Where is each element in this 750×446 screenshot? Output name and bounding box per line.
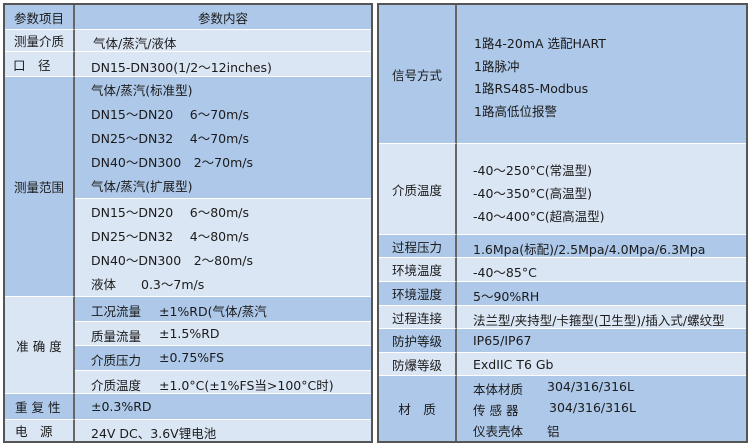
material-label: 材 质 bbox=[379, 376, 457, 441]
range-label: 测量范围 bbox=[5, 77, 75, 297]
ambient-temp-label: 环境温度 bbox=[379, 258, 457, 282]
ambient-temp-value: -40～85°C bbox=[473, 265, 537, 280]
accuracy-row-value: ±1%RD(气体/蒸汽 bbox=[159, 304, 267, 319]
medium-temp-line: -40～400°C(超高温型) bbox=[473, 209, 605, 224]
range-line: DN40～DN300 2～70m/s bbox=[91, 155, 253, 170]
accuracy-row: 工况流量 ±1%RD(气体/蒸汽 bbox=[75, 297, 371, 322]
range-line: DN15～DN20 6～70m/s bbox=[91, 107, 249, 122]
header-item-label: 参数项目 bbox=[13, 10, 64, 26]
material-row-name: 仪表壳体 bbox=[473, 424, 524, 439]
repeatability-label-text: 重 复 性 bbox=[15, 400, 61, 415]
signal-line: 1路4-20mA 选配HART bbox=[474, 36, 606, 51]
explosion-label: 防爆等级 bbox=[379, 353, 457, 376]
repeatability-value: ±0.3%RD bbox=[91, 399, 152, 414]
protection-label: 防护等级 bbox=[379, 329, 457, 353]
diameter-label: 口 径 bbox=[5, 52, 75, 77]
accuracy-row: 介质温度 ±1.0°C(±1%FS当>100°C时) bbox=[75, 371, 371, 394]
diameter-label-text: 口 径 bbox=[13, 57, 51, 73]
power-label-text: 电 源 bbox=[15, 424, 53, 439]
left-spec-table: 参数项目 参数内容 测量介质 气体/蒸汽/液体 口 径 DN15-DN300(1… bbox=[3, 3, 373, 443]
range-line: DN40～DN300 2～80m/s bbox=[91, 253, 253, 268]
accuracy-label: 准 确 度 bbox=[5, 297, 75, 394]
protection-value: IP65/IP67 bbox=[473, 333, 532, 348]
range-line: 气体/蒸汽(标准型) bbox=[91, 83, 193, 98]
connection-label: 过程连接 bbox=[379, 306, 457, 329]
accuracy-row-name: 质量流量 bbox=[91, 329, 142, 344]
ambient-humidity-label: 环境湿度 bbox=[379, 282, 457, 306]
signal-line: 1路高低位报警 bbox=[474, 104, 557, 119]
medium-temp-line: -40～250°C(常温型) bbox=[473, 163, 593, 178]
material-row-value: 304/316/316L bbox=[547, 379, 634, 394]
power-value: 24V DC、3.6V锂电池 bbox=[91, 426, 217, 441]
material-row-value: 铝 bbox=[547, 424, 560, 439]
range-line: DN25～DN32 4～80m/s bbox=[91, 229, 249, 244]
connection-cell: 法兰型/夹持型/卡箍型(卫生型)/插入式/螺纹型 bbox=[457, 306, 746, 329]
medium-temp-value-cell: -40～250°C(常温型) -40～350°C(高温型) -40～400°C(… bbox=[457, 144, 746, 235]
diameter-value: DN15-DN300(1/2～12inches) bbox=[91, 60, 272, 75]
material-cell: 本体材质 304/316/316L 传 感 器 304/316/316L 仪表壳… bbox=[457, 376, 746, 441]
range-label-text: 测量范围 bbox=[13, 180, 64, 195]
protection-cell: IP65/IP67 bbox=[457, 329, 746, 353]
ambient-humidity-cell: 5～90%RH bbox=[457, 282, 746, 306]
material-row-value: 304/316/316L bbox=[549, 400, 636, 415]
medium-temp-line: -40～350°C(高温型) bbox=[473, 186, 593, 201]
accuracy-row-value: ±0.75%FS bbox=[159, 350, 225, 365]
material-label-text: 材 质 bbox=[398, 402, 436, 417]
material-row-name: 传 感 器 bbox=[473, 403, 519, 418]
accuracy-row-value: ±1.0°C(±1%FS当>100°C时) bbox=[159, 378, 334, 393]
medium-value-cell: 气体/蒸汽/液体 bbox=[75, 30, 371, 52]
process-pressure-value: 1.6Mpa(标配)/2.5Mpa/4.0Mpa/6.3Mpa bbox=[473, 242, 706, 257]
range-line: DN15～DN20 6～80m/s bbox=[91, 205, 249, 220]
process-pressure-label-text: 过程压力 bbox=[391, 239, 442, 255]
signal-line: 1路脉冲 bbox=[474, 59, 520, 74]
header-content: 参数内容 bbox=[75, 5, 371, 30]
medium-temp-label: 介质温度 bbox=[379, 144, 457, 235]
ambient-humidity-label-text: 环境湿度 bbox=[391, 287, 442, 302]
accuracy-row-name: 工况流量 bbox=[91, 304, 142, 319]
medium-value: 气体/蒸汽/液体 bbox=[93, 36, 177, 51]
accuracy-row: 介质压力 ±0.75%FS bbox=[75, 346, 371, 371]
connection-label-text: 过程连接 bbox=[391, 310, 442, 326]
header-item: 参数项目 bbox=[5, 5, 75, 30]
accuracy-row: 质量流量 ±1.5%RD bbox=[75, 322, 371, 346]
ambient-humidity-value: 5～90%RH bbox=[473, 289, 540, 304]
ambient-temp-cell: -40～85°C bbox=[457, 258, 746, 282]
repeatability-label: 重 复 性 bbox=[5, 394, 75, 420]
range-line: 液体 0.3～7m/s bbox=[91, 277, 205, 292]
accuracy-label-text: 准 确 度 bbox=[16, 338, 62, 354]
explosion-value: ExdIIC T6 Gb bbox=[473, 357, 554, 372]
header-content-label: 参数内容 bbox=[197, 10, 248, 26]
power-label: 电 源 bbox=[5, 420, 75, 441]
medium-label-text: 测量介质 bbox=[13, 34, 64, 49]
explosion-cell: ExdIIC T6 Gb bbox=[457, 353, 746, 376]
material-row-name: 本体材质 bbox=[473, 382, 524, 397]
signal-label-text: 信号方式 bbox=[391, 67, 442, 83]
medium-temp-label-text: 介质温度 bbox=[391, 182, 442, 198]
repeatability-value-cell: ±0.3%RD bbox=[75, 394, 371, 420]
medium-label: 测量介质 bbox=[5, 30, 75, 52]
right-spec-table: 信号方式 1路4-20mA 选配HART 1路脉冲 1路RS485-Modbus… bbox=[377, 3, 748, 443]
signal-line: 1路RS485-Modbus bbox=[474, 81, 589, 96]
accuracy-row-name: 介质温度 bbox=[91, 378, 142, 393]
diameter-value-cell: DN15-DN300(1/2～12inches) bbox=[75, 52, 371, 77]
connection-value: 法兰型/夹持型/卡箍型(卫生型)/插入式/螺纹型 bbox=[473, 313, 725, 328]
protection-label-text: 防护等级 bbox=[391, 334, 442, 349]
ambient-temp-label-text: 环境温度 bbox=[391, 263, 442, 278]
range-line: 气体/蒸汽(扩展型) bbox=[91, 179, 193, 194]
explosion-label-text: 防爆等级 bbox=[391, 357, 442, 373]
accuracy-row-name: 介质压力 bbox=[91, 353, 142, 368]
signal-value-cell: 1路4-20mA 选配HART 1路脉冲 1路RS485-Modbus 1路高低… bbox=[457, 5, 746, 144]
accuracy-row-value: ±1.5%RD bbox=[159, 326, 220, 341]
power-value-cell: 24V DC、3.6V锂电池 bbox=[75, 420, 371, 441]
range-standard-cell: 气体/蒸汽(标准型) DN15～DN20 6～70m/s DN25～DN32 4… bbox=[75, 77, 371, 199]
process-pressure-label: 过程压力 bbox=[379, 235, 457, 258]
signal-label: 信号方式 bbox=[379, 5, 457, 144]
range-extended-cell: DN15～DN20 6～80m/s DN25～DN32 4～80m/s DN40… bbox=[75, 199, 371, 297]
process-pressure-cell: 1.6Mpa(标配)/2.5Mpa/4.0Mpa/6.3Mpa bbox=[457, 235, 746, 258]
range-line: DN25～DN32 4～70m/s bbox=[91, 131, 249, 146]
